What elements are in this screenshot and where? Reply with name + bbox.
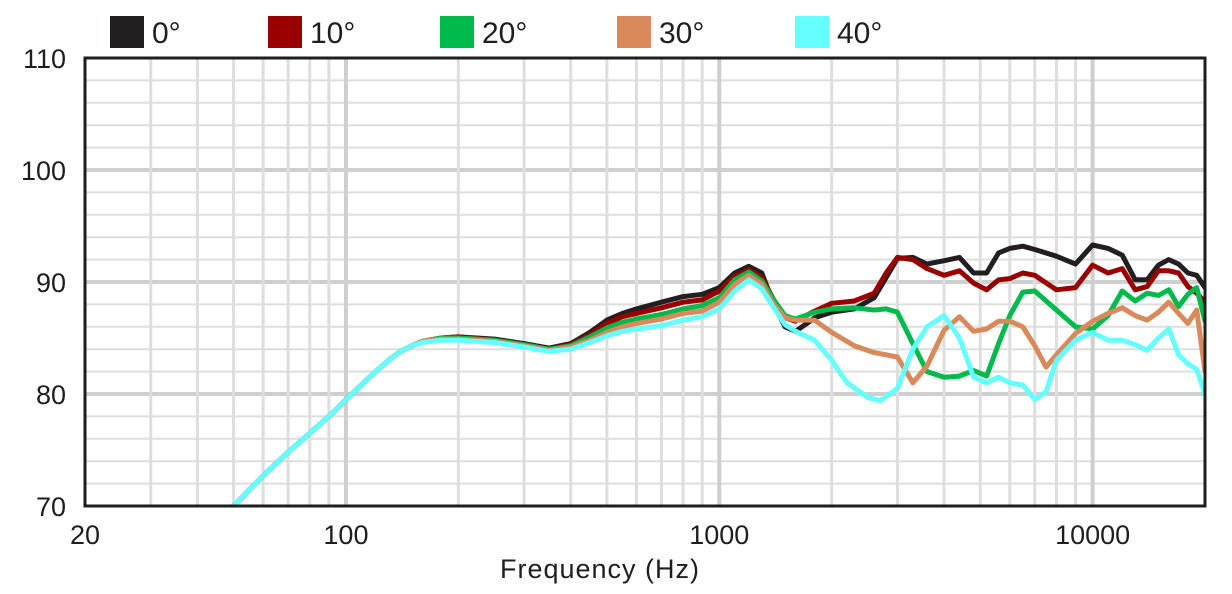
x-tick-label: 20 — [70, 520, 100, 550]
y-axis-ticks: 70 80 90 100 110 — [21, 44, 66, 522]
legend-swatch — [268, 16, 302, 48]
grid — [85, 58, 1205, 506]
legend-item-3: 30° — [617, 16, 704, 50]
legend-swatch — [795, 16, 829, 48]
series-line-4 — [231, 277, 1205, 506]
legend-label: 10° — [310, 17, 355, 50]
legend-label: 0° — [152, 17, 181, 50]
x-tick-label: 10000 — [1055, 520, 1130, 550]
x-axis-title: Frequency (Hz) — [500, 554, 700, 584]
y-tick-label: 70 — [36, 492, 66, 522]
y-tick-label: 100 — [21, 156, 66, 186]
legend-item-4: 40° — [795, 16, 882, 50]
x-axis-ticks: 20 100 1000 10000 — [70, 520, 1130, 550]
y-tick-label: 80 — [36, 380, 66, 410]
legend-item-0: 0° — [110, 16, 181, 50]
legend-swatch — [617, 16, 651, 48]
legend-label: 40° — [837, 17, 882, 50]
y-tick-label: 110 — [23, 44, 66, 74]
x-tick-label: 1000 — [689, 520, 749, 550]
legend-item-1: 10° — [268, 16, 355, 50]
legend-label: 30° — [659, 17, 704, 50]
plot-frame — [83, 56, 1207, 508]
series-layer — [231, 242, 1205, 506]
x-tick-label: 100 — [323, 520, 368, 550]
legend-item-2: 20° — [440, 16, 527, 50]
legend-swatch — [440, 16, 474, 48]
legend: 0° 10° 20° 30° 40° — [110, 16, 882, 50]
legend-label: 20° — [482, 17, 527, 50]
legend-swatch — [110, 16, 144, 48]
y-tick-label: 90 — [36, 268, 66, 298]
